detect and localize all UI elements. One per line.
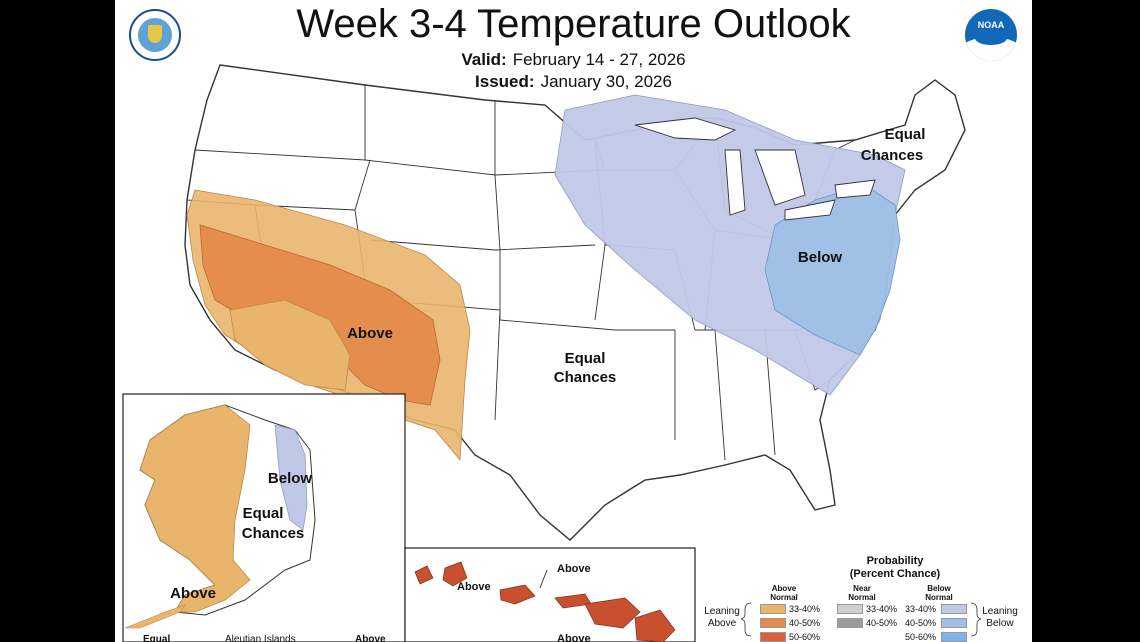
label-northeast-chances: Chances — [861, 147, 924, 164]
legend-above-range-2: 40-50% — [789, 618, 821, 628]
label-alaska-bottom-equal: Equal — [143, 634, 170, 642]
hawaii-islands — [414, 561, 676, 642]
label-hawaii-above-2: Above — [557, 563, 591, 575]
label-central-equal: Equal — [565, 350, 606, 367]
legend-leaning-below: Leaning Below — [977, 606, 1023, 630]
alaska-below-region — [274, 424, 308, 531]
legend-above-range-1: 33-40% — [789, 604, 821, 614]
valid-label: Valid: — [461, 50, 507, 69]
noaa-logo-icon: NOAA — [965, 9, 1017, 61]
label-central-chances: Chances — [554, 369, 617, 386]
label-hawaii-above-3: Above — [557, 633, 591, 642]
legend-braces — [740, 602, 982, 637]
legend-title-1: Probability — [866, 555, 924, 567]
legend-near-head-2: Normal — [848, 593, 876, 602]
outlook-map-svg: Above Equal Chances Below Equal Chances … — [122, 64, 966, 642]
aleutian-islands — [124, 604, 186, 629]
label-alaska-bottom-above: Above — [355, 634, 386, 642]
legend-below-swatch-2 — [941, 618, 967, 628]
legend-near-range-2: 40-50% — [866, 618, 898, 628]
label-east-below: Below — [798, 249, 843, 266]
legend-near-head: Near Normal — [838, 584, 886, 602]
legend-below-head-2: Normal — [925, 593, 953, 602]
above-region-medium — [199, 224, 441, 406]
doc-seal-icon — [129, 9, 181, 61]
legend-below-range-2: 40-50% — [905, 618, 937, 628]
issued-label: Issued: — [475, 72, 535, 91]
legend-near-swatch-1 — [837, 604, 863, 614]
legend-above-range-3: 50-60% — [789, 632, 821, 642]
legend-leaning-above: Leaning Above — [699, 606, 745, 630]
valid-value: February 14 - 27, 2026 — [512, 50, 686, 69]
legend-leaning-above-1: Leaning — [704, 606, 740, 617]
above-region-core-light — [229, 299, 351, 391]
outlook-map-frame: NOAA Week 3-4 Temperature Outlook Valid:… — [115, 0, 1032, 642]
legend-leaning-above-2: Above — [707, 618, 737, 629]
label-alaska-chances: Chances — [242, 525, 305, 542]
legend-title-2: (Percent Chance) — [849, 568, 941, 580]
alaska-above-region — [139, 404, 251, 613]
legend-near-swatch-2 — [837, 618, 863, 628]
legend-above-head-2: Normal — [770, 593, 798, 602]
label-alaska-below: Below — [268, 470, 313, 487]
legend-near-head-1: Near — [853, 584, 871, 593]
issued-line: Issued: January 30, 2026 — [115, 72, 1032, 92]
legend-below-head-1: Below — [927, 584, 951, 593]
page-title: Week 3-4 Temperature Outlook — [296, 2, 851, 46]
legend-leaning-below-1: Leaning — [982, 606, 1018, 617]
label-west-above: Above — [347, 325, 393, 342]
legend-above-swatch-2 — [760, 618, 786, 628]
issued-value: January 30, 2026 — [540, 72, 672, 91]
legend-above-swatch-1 — [760, 604, 786, 614]
legend-below-range-3: 50-60% — [905, 632, 937, 642]
label-hawaii-above-1: Above — [457, 581, 491, 593]
label-alaska-equal: Equal — [243, 505, 284, 522]
legend-below-range-1: 33-40% — [905, 604, 937, 614]
label-northeast-equal: Equal — [885, 126, 926, 143]
legend-below-swatch-3 — [941, 632, 967, 642]
label-aleutian: Aleutian Islands — [225, 634, 296, 642]
great-lakes — [634, 117, 876, 221]
legend-above-swatch-3 — [760, 632, 786, 642]
below-region-medium — [764, 184, 901, 356]
legend-below-head: Below Normal — [915, 584, 963, 602]
legend-below-swatch-1 — [941, 604, 967, 614]
legend-above-head-1: Above — [771, 584, 797, 593]
legend-near-range-1: 33-40% — [866, 604, 898, 614]
legend-above-head: Above Normal — [760, 584, 808, 602]
label-alaska-above: Above — [170, 585, 216, 602]
legend-leaning-below-2: Below — [986, 618, 1014, 629]
valid-line: Valid: February 14 - 27, 2026 — [115, 50, 1032, 70]
noaa-logo-text: NOAA — [977, 20, 1005, 30]
